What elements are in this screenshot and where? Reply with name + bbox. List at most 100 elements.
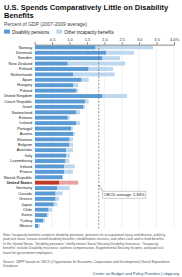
y-tick-label: Greece [19,196,33,201]
y-tick: Switzerland [12,110,33,115]
y-tick-label: Germany [16,185,32,190]
y-tick-label: Czech Republic [4,99,32,104]
bar [89,67,113,71]
bar [35,181,59,185]
y-tick-label: Finland [19,66,32,71]
bar [65,159,68,163]
bar [35,148,66,152]
x-tick: 2.0 [102,37,108,45]
x-tick: 1.5 [85,37,91,45]
annotation-text: OECD average: 1.84% [104,192,145,197]
grid-line [52,45,53,229]
bar [35,56,103,60]
bar [103,94,127,98]
bar [38,224,40,228]
chart: U.S. Spends Comparatively Little on Disa… [0,0,182,277]
bar [64,164,74,168]
y-tick: Austria [20,131,33,136]
x-tick: 3.5 [154,37,160,45]
grid-line [69,45,70,229]
y-tick-label: Netherlands [11,72,33,77]
note-line: Source: CBPP based on OECD (Organisation… [3,260,170,264]
y-tick: Germany [16,185,32,190]
bar [35,116,68,120]
y-tick: Portugal [17,126,32,131]
y-tick-label: Poland [20,88,32,93]
bar [35,132,73,136]
bar [35,170,65,174]
x-tick-mark [139,42,140,45]
y-tick-label: Iceland [19,120,32,125]
annotation: OECD average: 1.84% [99,185,146,198]
bar [35,89,77,93]
y-tick: Greece [19,196,33,201]
bar [35,72,73,76]
y-tick-label: Ireland [20,164,32,169]
bar [35,213,47,217]
legend-label: Disability pensions [12,30,50,35]
y-tick-label: Korea [22,212,33,217]
y-tick: Slovenia [17,137,33,142]
annotations: OECD average: 1.84% [99,185,146,198]
bar [68,116,70,120]
y-tick: Iceland [19,120,32,125]
y-tick-label: France [20,169,33,174]
bar [35,67,89,71]
y-tick-label: Luxembourg [10,158,32,163]
x-tick-label: 3.5 [154,37,160,42]
y-tick: Australia [17,147,33,152]
legend-label: Other incapacity benefits [64,30,114,35]
legend: Disability pensions Other incapacity bene… [4,30,115,35]
bar [35,137,70,141]
x-tick-label: 1.5 [85,37,91,42]
y-tick-label: United Kingdom [4,93,33,98]
x-tick-mark [104,42,105,45]
bar [71,127,73,131]
y-tick: Spain [22,77,32,82]
y-tick: Hungary [17,82,32,87]
y-tick-label: Turkey [20,218,32,223]
y-tick-label: Canada [18,191,33,196]
bar [35,164,65,168]
y-tick: Italy [25,153,32,158]
bar [35,186,58,190]
x-tick-mark [122,42,123,45]
y-tick-label: Spain [22,77,32,82]
x-tick-label: 2.5 [119,37,125,42]
bar [54,202,57,206]
bar [35,208,49,212]
y-tick: Chile [23,207,33,212]
annotation-box [103,191,146,198]
x-axis-line [35,42,174,45]
bar [35,154,66,158]
bar [35,159,66,163]
legend-swatch [56,30,62,34]
x-tick-mark [52,42,53,45]
y-tick: Ireland [20,164,32,169]
bar [106,51,134,55]
x-tick-mark [157,42,158,45]
bar [35,100,86,104]
bar [35,51,106,55]
bar [70,143,73,147]
bar [73,132,75,136]
bar [35,121,77,125]
note-line: benefits" include Disability Insurance, … [3,246,164,250]
bar [59,181,78,185]
bar [35,143,70,147]
y-tick: Korea [22,212,33,217]
footer: Center on Budget and Policy Priorities |… [93,271,179,276]
y-tick: United States [7,180,33,185]
y-tick: Estonia [19,115,33,120]
bar [35,78,82,82]
x-axis: 0.51.01.52.02.53.03.54.0% [35,37,179,46]
y-tick-label: Australia [17,147,33,152]
y-tick: Poland [20,88,32,93]
y-tick-label: Estonia [19,115,33,120]
bar [57,186,69,190]
bar [82,78,89,82]
y-tick-label: Switzerland [12,110,33,115]
y-tick-label: Norway [19,45,33,50]
y-tick: United Kingdom [4,93,33,98]
y-axis: NorwayDenmarkSwedenNew ZealandFinlandNet… [4,45,33,229]
